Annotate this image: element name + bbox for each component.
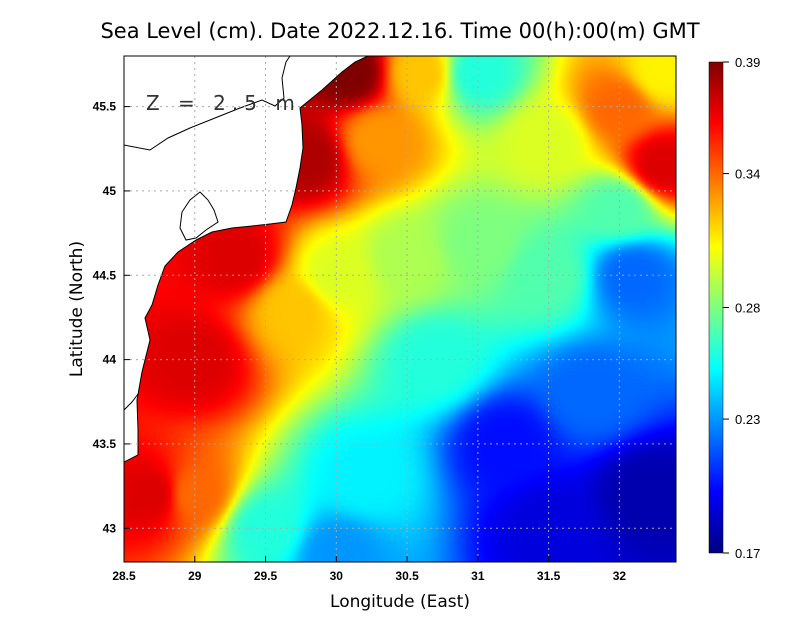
y-tick-label: 44.5	[93, 268, 117, 282]
coastline-south	[124, 393, 139, 411]
colorbar-bar	[708, 61, 724, 554]
plot-frame	[123, 55, 677, 563]
colorbar-ticks: 0.39 0.34 0.28 0.23 0.17	[723, 55, 760, 561]
plot-area	[124, 56, 676, 562]
land-mask	[124, 56, 368, 462]
x-tick-label: 32	[613, 569, 627, 583]
coastline-north	[124, 56, 291, 151]
y-tick-label: 44	[103, 353, 117, 367]
depth-annotation: Z = 2.5 m	[146, 91, 301, 115]
lagoon-outline	[179, 191, 219, 241]
colorbar-tick-label: 0.17	[735, 546, 760, 561]
coastline	[124, 56, 369, 463]
x-tick-label: 31.5	[537, 569, 561, 583]
colorbar-tick-label: 0.34	[735, 167, 760, 182]
x-tick-label: 29	[188, 569, 202, 583]
colorbar-tick-label: 0.39	[735, 55, 760, 70]
x-axis-title: Longitude (East)	[330, 592, 470, 612]
colorbar-tick-label: 0.28	[735, 301, 760, 316]
y-tick-label: 43.5	[93, 437, 117, 451]
x-tick-label: 29.5	[254, 569, 278, 583]
y-axis: 43 43.5 44 44.5 45 45.5	[93, 100, 130, 535]
x-tick-label: 31	[471, 569, 485, 583]
x-tick-label: 28.5	[112, 569, 136, 583]
grid-lines	[124, 56, 676, 562]
y-tick-label: 43	[103, 521, 117, 535]
y-axis-title: Latitude (North)	[67, 241, 87, 377]
x-tick-label: 30	[330, 569, 344, 583]
y-tick-label: 45	[103, 184, 117, 198]
chart-title: Sea Level (cm). Date 2022.12.16. Time 00…	[100, 19, 699, 43]
x-axis: 28.5 29 29.5 30 30.5 31 31.5 32	[112, 556, 626, 583]
x-tick-label: 30.5	[395, 569, 419, 583]
colorbar-tick-label: 0.23	[735, 412, 760, 427]
colorbar: 0.39 0.34 0.28 0.23 0.17	[708, 55, 760, 561]
y-tick-label: 45.5	[93, 100, 117, 114]
